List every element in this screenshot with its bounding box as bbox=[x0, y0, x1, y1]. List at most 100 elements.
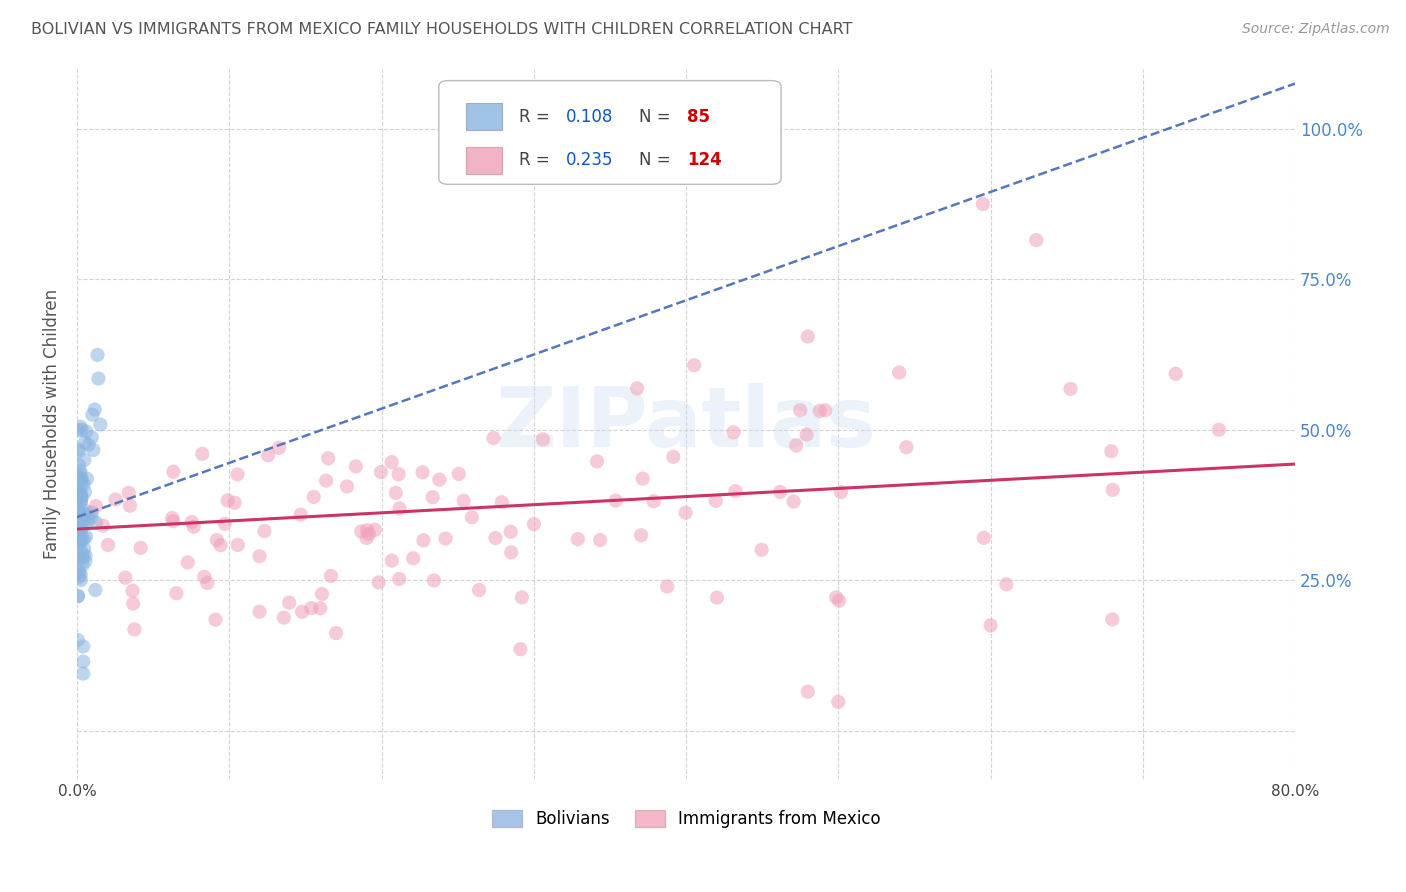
Point bbox=[356, 523, 378, 537]
Text: R =: R = bbox=[519, 108, 555, 126]
Point bbox=[72, 655, 94, 669]
Point bbox=[66, 531, 89, 545]
Point bbox=[72, 666, 94, 681]
Point bbox=[69, 490, 91, 504]
Point bbox=[75, 549, 97, 563]
Point bbox=[630, 528, 652, 542]
Point bbox=[662, 450, 685, 464]
Point bbox=[124, 623, 146, 637]
Point bbox=[657, 579, 679, 593]
Point bbox=[66, 632, 89, 647]
Point bbox=[484, 531, 506, 545]
Point bbox=[70, 521, 93, 535]
Point bbox=[73, 453, 96, 467]
Point bbox=[69, 495, 91, 509]
Point bbox=[70, 533, 93, 547]
Point bbox=[723, 425, 745, 440]
Text: 0.235: 0.235 bbox=[565, 151, 613, 169]
Point bbox=[70, 423, 93, 437]
Point bbox=[782, 494, 804, 508]
Point bbox=[828, 593, 851, 607]
Point bbox=[291, 605, 314, 619]
Point bbox=[523, 517, 546, 532]
Point bbox=[381, 455, 404, 469]
Point bbox=[785, 438, 807, 452]
Point bbox=[118, 486, 141, 500]
Point bbox=[73, 485, 96, 500]
Point bbox=[643, 494, 665, 508]
Point bbox=[75, 529, 97, 543]
Point bbox=[73, 532, 96, 546]
Point bbox=[423, 574, 446, 588]
Text: BOLIVIAN VS IMMIGRANTS FROM MEXICO FAMILY HOUSEHOLDS WITH CHILDREN CORRELATION C: BOLIVIAN VS IMMIGRANTS FROM MEXICO FAMIL… bbox=[31, 22, 852, 37]
Point bbox=[66, 589, 89, 603]
Point bbox=[311, 587, 333, 601]
Point bbox=[162, 514, 184, 528]
Point bbox=[226, 538, 249, 552]
Point bbox=[82, 443, 104, 458]
Point bbox=[808, 404, 831, 418]
Point bbox=[205, 533, 228, 547]
Point bbox=[69, 471, 91, 485]
Point bbox=[72, 551, 94, 566]
Point bbox=[70, 573, 93, 587]
Point bbox=[80, 505, 103, 519]
Point bbox=[191, 447, 214, 461]
Point bbox=[67, 444, 90, 458]
Point bbox=[453, 493, 475, 508]
Point bbox=[69, 495, 91, 509]
Point bbox=[66, 502, 89, 516]
Point bbox=[214, 516, 236, 531]
Point bbox=[66, 485, 89, 500]
Point bbox=[75, 504, 97, 518]
Text: N =: N = bbox=[638, 108, 675, 126]
Point bbox=[253, 524, 276, 538]
Point bbox=[84, 499, 107, 513]
Point bbox=[995, 577, 1018, 591]
Point bbox=[278, 596, 301, 610]
Point bbox=[309, 601, 332, 615]
Point bbox=[422, 490, 444, 504]
Point bbox=[388, 572, 411, 586]
Point bbox=[402, 551, 425, 566]
Point bbox=[388, 501, 411, 516]
Point bbox=[97, 538, 120, 552]
Point bbox=[80, 430, 103, 444]
Point bbox=[889, 366, 911, 380]
Point bbox=[1099, 444, 1122, 458]
Point bbox=[72, 548, 94, 562]
Point bbox=[70, 544, 93, 558]
Point bbox=[72, 640, 94, 654]
Point bbox=[370, 465, 392, 479]
Point bbox=[434, 532, 457, 546]
Point bbox=[972, 197, 994, 211]
Point bbox=[217, 493, 239, 508]
Point bbox=[160, 511, 183, 525]
FancyBboxPatch shape bbox=[439, 80, 782, 185]
Point bbox=[980, 618, 1002, 632]
Point bbox=[830, 485, 852, 500]
Point bbox=[70, 513, 93, 527]
Point bbox=[86, 348, 108, 362]
Point bbox=[77, 508, 100, 522]
Text: Source: ZipAtlas.com: Source: ZipAtlas.com bbox=[1241, 22, 1389, 37]
Point bbox=[209, 538, 232, 552]
Point bbox=[501, 545, 523, 559]
Point bbox=[509, 642, 531, 657]
Point bbox=[367, 575, 389, 590]
Point bbox=[724, 484, 747, 499]
Point bbox=[69, 532, 91, 546]
Point bbox=[69, 505, 91, 519]
Point bbox=[704, 494, 727, 508]
Point bbox=[176, 556, 198, 570]
Point bbox=[789, 403, 811, 417]
Point bbox=[87, 371, 110, 385]
Point bbox=[73, 515, 96, 529]
Point bbox=[69, 567, 91, 582]
Point bbox=[1025, 233, 1047, 247]
Point bbox=[385, 485, 408, 500]
Point bbox=[1059, 382, 1081, 396]
Point bbox=[315, 474, 337, 488]
Point bbox=[626, 381, 648, 395]
Point bbox=[67, 524, 90, 538]
